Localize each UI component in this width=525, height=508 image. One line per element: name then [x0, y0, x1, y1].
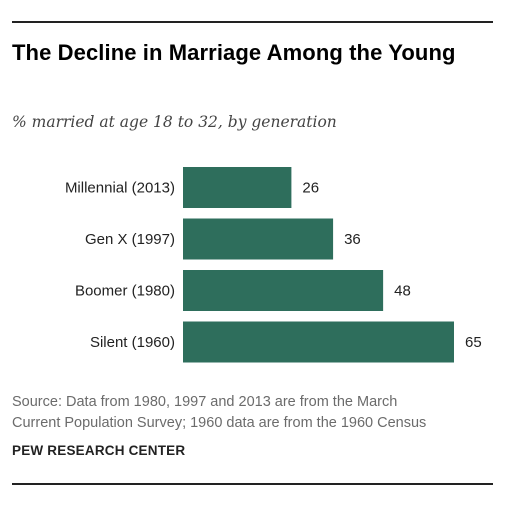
value-label: 26 [302, 180, 319, 197]
brand-label: PEW RESEARCH CENTER [12, 443, 186, 458]
bar [183, 167, 292, 208]
chart-subtitle: % married at age 18 to 32, by generation [12, 113, 337, 131]
category-label: Silent (1960) [90, 334, 175, 351]
value-label: 48 [394, 283, 411, 300]
source-note: Source: Data from 1980, 1997 and 2013 ar… [12, 392, 492, 434]
bar [183, 270, 384, 311]
top-rule [12, 21, 493, 23]
value-label: 65 [465, 334, 482, 351]
source-line-1: Source: Data from 1980, 1997 and 2013 ar… [12, 394, 398, 410]
bottom-rule [12, 483, 493, 485]
category-label: Gen X (1997) [85, 231, 175, 248]
chart-title: The Decline in Marriage Among the Young [12, 40, 456, 65]
value-label: 36 [344, 231, 361, 248]
bar [183, 321, 454, 363]
category-label: Millennial (2013) [65, 180, 175, 197]
category-label: Boomer (1980) [75, 283, 175, 300]
bar [183, 218, 334, 260]
source-line-2: Current Population Survey; 1960 data are… [12, 415, 427, 431]
bar-chart: Millennial (2013) 26 Gen X (1997) 36 Boomer … [65, 167, 482, 363]
